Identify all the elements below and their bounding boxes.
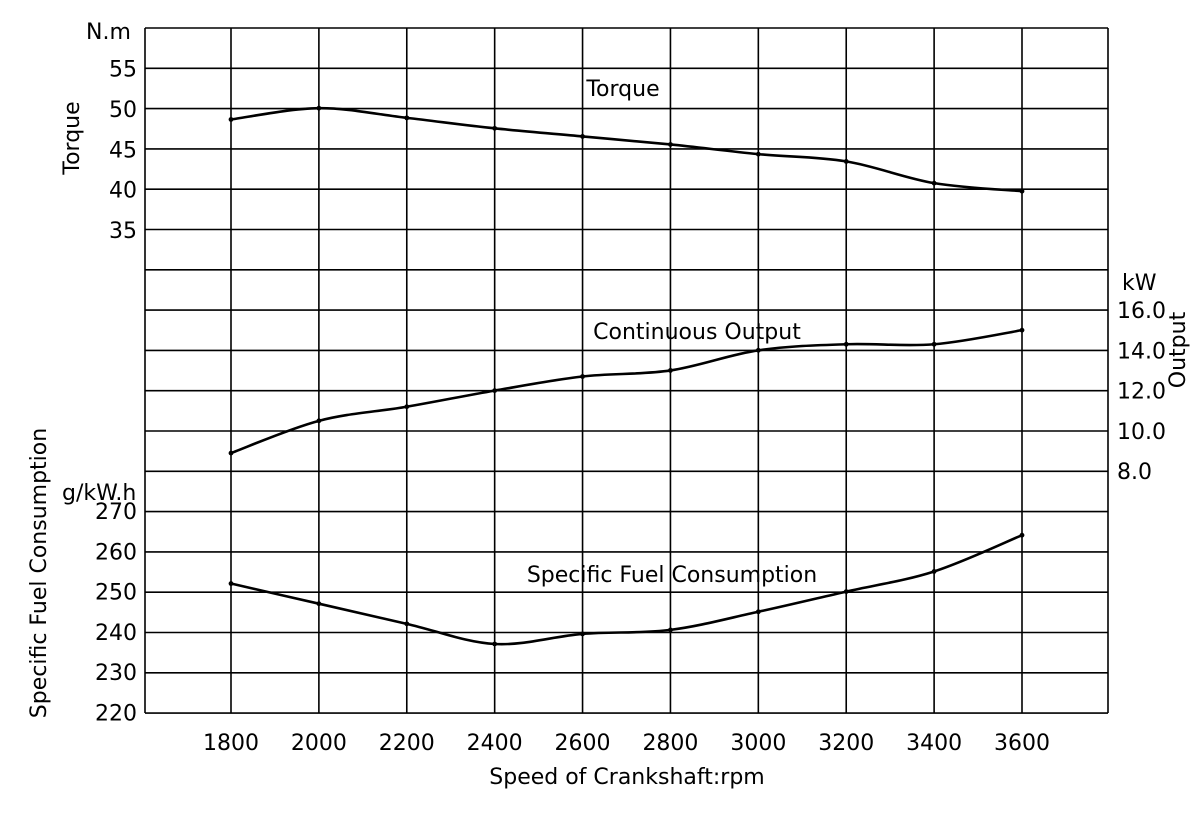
output-unit: kW xyxy=(1122,271,1157,296)
data-point-fuel xyxy=(668,627,673,633)
data-point-output xyxy=(492,388,498,393)
torque-unit: N.m xyxy=(86,20,131,45)
torque-tick-label: 45 xyxy=(109,138,137,163)
series-line-fuel xyxy=(230,533,1023,646)
torque-tick-label: 35 xyxy=(109,219,137,244)
data-point-output xyxy=(755,347,761,353)
data-point-torque xyxy=(755,151,761,157)
fuel-tick-label: 240 xyxy=(95,621,137,646)
data-point-fuel xyxy=(404,621,410,627)
data-point-torque xyxy=(580,134,585,139)
data-point-output xyxy=(580,374,585,379)
data-point-fuel xyxy=(755,609,761,615)
labels: N.m Torque kW Output g/kW.h Specific Fue… xyxy=(27,20,1191,790)
torque-axis-label: Torque xyxy=(60,101,85,175)
data-point-torque xyxy=(843,158,849,164)
data-point-output xyxy=(843,341,849,347)
data-point-torque xyxy=(931,180,937,186)
x-tick-label: 2200 xyxy=(379,731,435,756)
x-tick-label: 3000 xyxy=(730,731,786,756)
x-tick-label: 2400 xyxy=(467,731,523,756)
data-point-fuel xyxy=(843,589,849,594)
data-point-fuel xyxy=(228,581,234,586)
series-line-torque xyxy=(230,106,1023,193)
torque-curve-label: Torque xyxy=(585,77,659,102)
fuel-axis-label: Specific Fuel Consumption xyxy=(27,428,52,718)
data-point-fuel xyxy=(316,601,322,607)
data-point-torque xyxy=(1019,188,1025,194)
x-tick-label: 3200 xyxy=(818,731,874,756)
data-point-output xyxy=(228,450,234,456)
x-axis-label: Speed of Crankshaft:rpm xyxy=(489,765,764,790)
fuel-tick-label: 230 xyxy=(95,661,137,686)
fuel-curve-label: Specific Fuel Consumption xyxy=(527,563,817,588)
fuel-unit: g/kW.h xyxy=(62,481,136,506)
series-line-output xyxy=(230,328,1023,455)
x-tick-label: 2000 xyxy=(291,731,347,756)
fuel-tick-label: 260 xyxy=(95,540,137,565)
data-point-torque xyxy=(668,142,673,147)
data-point-fuel xyxy=(931,569,937,574)
torque-tick-label: 55 xyxy=(109,58,137,83)
data-point-fuel xyxy=(1019,532,1025,538)
torque-tick-label: 50 xyxy=(109,98,137,123)
curves xyxy=(228,105,1025,647)
output-tick-label: 12.0 xyxy=(1117,380,1166,405)
output-tick-label: 8.0 xyxy=(1117,460,1152,485)
fuel-tick-label: 220 xyxy=(95,702,137,727)
x-tick-label: 3400 xyxy=(906,731,962,756)
data-point-torque xyxy=(316,105,322,111)
data-point-output xyxy=(316,418,322,424)
x-tick-label: 2800 xyxy=(642,731,698,756)
data-point-output xyxy=(931,341,937,347)
data-point-fuel xyxy=(492,641,498,647)
torque-tick-label: 40 xyxy=(109,179,137,204)
fuel-tick-label: 250 xyxy=(95,581,137,606)
data-point-output xyxy=(1019,327,1025,333)
x-tick-label: 1800 xyxy=(203,731,259,756)
data-point-torque xyxy=(404,115,410,121)
data-point-output xyxy=(404,404,410,410)
data-point-torque xyxy=(228,117,234,122)
output-tick-label: 14.0 xyxy=(1117,339,1166,364)
x-tick-label: 2600 xyxy=(555,731,611,756)
output-curve-label: Continuous Output xyxy=(593,320,801,345)
output-axis-label: Output xyxy=(1166,311,1191,388)
data-point-fuel xyxy=(580,631,585,637)
x-tick-label: 3600 xyxy=(994,731,1050,756)
fuel-tick-label: 270 xyxy=(95,500,137,525)
output-tick-label: 16.0 xyxy=(1117,299,1166,324)
data-point-output xyxy=(668,368,673,373)
data-point-torque xyxy=(492,125,498,131)
output-tick-label: 10.0 xyxy=(1117,420,1166,445)
grid xyxy=(144,27,1109,714)
